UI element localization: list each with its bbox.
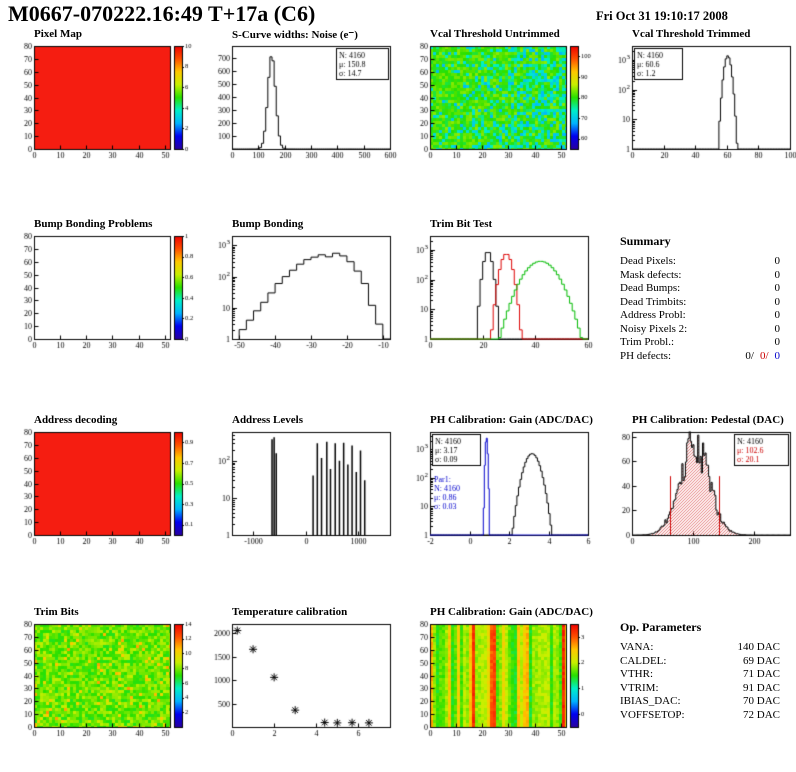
summary-row: Dead Trimbits: 0 [620, 296, 780, 310]
summary-row-label: Dead Pixels: [620, 255, 676, 267]
address-decoding-title: Address decoding [34, 414, 118, 426]
chart-cell-bump-bonding-problems: Bump Bonding Problems [8, 218, 204, 352]
chart-cell-trim-bits: Trim Bits [8, 606, 204, 740]
op-parameter-row-label: CALDEL: [620, 654, 667, 667]
page-title: M0667-070222.16:49 T+17a (C6) [8, 1, 316, 26]
summary-ph-defects-row: PH defects: 0/0/0 [620, 350, 780, 364]
chart-cell-ph-gain-hist: PH Calibration: Gain (ADC/DAC) [404, 414, 600, 548]
summary-row-value: 0 [774, 322, 781, 335]
chart-cell-trim-bit-test: Trim Bit Test [404, 218, 600, 352]
op-parameter-row: VTHR: 71 DAC [620, 668, 780, 682]
op-parameter-row-label: VTHR: [620, 668, 653, 680]
ph-defects-value-0: 0/ [745, 349, 754, 362]
trim-bit-test-title: Trim Bit Test [430, 218, 493, 230]
op-parameter-row-value: 70 DAC [743, 695, 780, 707]
chart-cell-ph-gain-map: PH Calibration: Gain (ADC/DAC) [404, 606, 600, 740]
op-parameter-row: VTRIM: 91 DAC [620, 682, 780, 696]
summary-row: Dead Pixels: 0 [620, 255, 780, 269]
summary-row-value: 0 [774, 282, 781, 294]
address-levels-plot [206, 428, 398, 548]
ph-gain-hist-plot [404, 428, 596, 548]
op-parameter-row-value: 91 DAC [743, 681, 780, 694]
ph-gain-map-title: PH Calibration: Gain (ADC/DAC) [430, 606, 593, 618]
bump-bonding-plot [206, 232, 398, 352]
summary-row-label: Mask defects: [620, 268, 682, 281]
summary-title: Summary [620, 234, 671, 248]
summary-row-value: 0 [774, 336, 781, 348]
op-parameter-row-label: VTRIM: [620, 681, 659, 694]
summary-row-value: 0 [774, 255, 781, 267]
op-parameter-row-value: 69 DAC [743, 654, 780, 667]
op-parameter-row: IBIAS_DAC: 70 DAC [620, 695, 780, 709]
summary-row-label: Dead Trimbits: [620, 295, 687, 308]
op-parameter-row: CALDEL: 69 DAC [620, 655, 780, 669]
summary-ph-defects-values: 0/0/0 [739, 350, 780, 364]
op-parameter-row-label: VANA: [620, 641, 654, 653]
timestamp: Fri Oct 31 19:10:17 2008 [596, 9, 728, 23]
summary-row-value: 0 [774, 268, 781, 281]
op-parameters-rows: VANA: 140 DAC CALDEL: 69 DAC VTHR: 71 DAC VTRI… [620, 641, 780, 722]
summary-row: Address Probl: 0 [620, 309, 780, 323]
bump-bonding-title: Bump Bonding [232, 218, 304, 230]
summary-row: Noisy Pixels 2: 0 [620, 323, 780, 337]
op-parameter-row-value: 72 DAC [743, 708, 780, 721]
pixel-map-title: Pixel Map [34, 28, 82, 40]
op-parameter-row-label: VOFFSETOP: [620, 708, 685, 721]
bump-bonding-problems-plot [8, 232, 200, 352]
op-parameters-title: Op. Parameters [620, 620, 702, 634]
scurve-noise-plot [206, 42, 398, 162]
summary-rows: Dead Pixels: 0 Mask defects: 0 Dead Bumps: 0 D… [620, 255, 780, 350]
summary-ph-defects-label: PH defects: [620, 349, 672, 362]
chart-cell-vcal-trimmed: Vcal Threshold Trimmed [606, 28, 796, 162]
pixel-map-plot [8, 42, 200, 162]
summary-row-label: Noisy Pixels 2: [620, 322, 688, 335]
chart-cell-pixel-map: Pixel Map [8, 28, 204, 162]
vcal-untrimmed-title: Vcal Threshold Untrimmed [430, 28, 560, 40]
summary-row-label: Address Probl: [620, 309, 686, 321]
trim-bits-title: Trim Bits [34, 606, 79, 618]
chart-cell-address-levels: Address Levels [206, 414, 402, 548]
summary-row: Trim Probl.: 0 [620, 336, 780, 350]
temperature-calibration-plot [206, 620, 398, 740]
chart-cell-temperature-calibration: Temperature calibration [206, 606, 402, 740]
op-parameter-row-value: 71 DAC [743, 668, 780, 680]
summary-row: Mask defects: 0 [620, 269, 780, 283]
chart-cell-ph-pedestal: PH Calibration: Pedestal (DAC) [606, 414, 796, 548]
ph-defects-value-2: 0 [774, 349, 781, 362]
address-decoding-plot [8, 428, 200, 548]
ph-pedestal-title: PH Calibration: Pedestal (DAC) [632, 414, 784, 426]
chart-cell-vcal-untrimmed: Vcal Threshold Untrimmed [404, 28, 600, 162]
scurve-noise-title: S-Curve widths: Noise (e⁻) [232, 29, 358, 41]
chart-cell-address-decoding: Address decoding [8, 414, 204, 548]
op-parameters-panel: Op. Parameters VANA: 140 DAC CALDEL: 69 DAC… [620, 620, 780, 722]
ph-gain-map-plot [404, 620, 596, 740]
ph-gain-hist-title: PH Calibration: Gain (ADC/DAC) [430, 414, 593, 426]
bump-bonding-problems-title: Bump Bonding Problems [34, 218, 153, 230]
op-parameter-row-label: IBIAS_DAC: [620, 695, 681, 707]
summary-row-label: Trim Probl.: [620, 336, 675, 348]
vcal-trimmed-title: Vcal Threshold Trimmed [632, 28, 751, 40]
op-parameter-row-value: 140 DAC [737, 641, 780, 653]
ph-defects-value-1: 0/ [759, 349, 769, 362]
summary-row-value: 0 [774, 309, 781, 321]
vcal-untrimmed-plot [404, 42, 596, 162]
address-levels-title: Address Levels [232, 414, 303, 426]
vcal-trimmed-plot [606, 42, 796, 162]
summary-row: Dead Bumps: 0 [620, 282, 780, 296]
summary-panel: Summary Dead Pixels: 0 Mask defects: 0 Dead … [620, 234, 780, 363]
summary-row-label: Dead Bumps: [620, 282, 681, 294]
op-parameter-row: VANA: 140 DAC [620, 641, 780, 655]
op-parameter-row: VOFFSETOP: 72 DAC [620, 709, 780, 723]
chart-cell-bump-bonding: Bump Bonding [206, 218, 402, 352]
summary-row-value: 0 [774, 295, 781, 308]
temperature-calibration-title: Temperature calibration [232, 606, 348, 618]
trim-bit-test-plot [404, 232, 596, 352]
chart-cell-scurve-noise: S-Curve widths: Noise (e⁻) [206, 28, 402, 162]
trim-bits-plot [8, 620, 200, 740]
ph-pedestal-plot [606, 428, 796, 548]
